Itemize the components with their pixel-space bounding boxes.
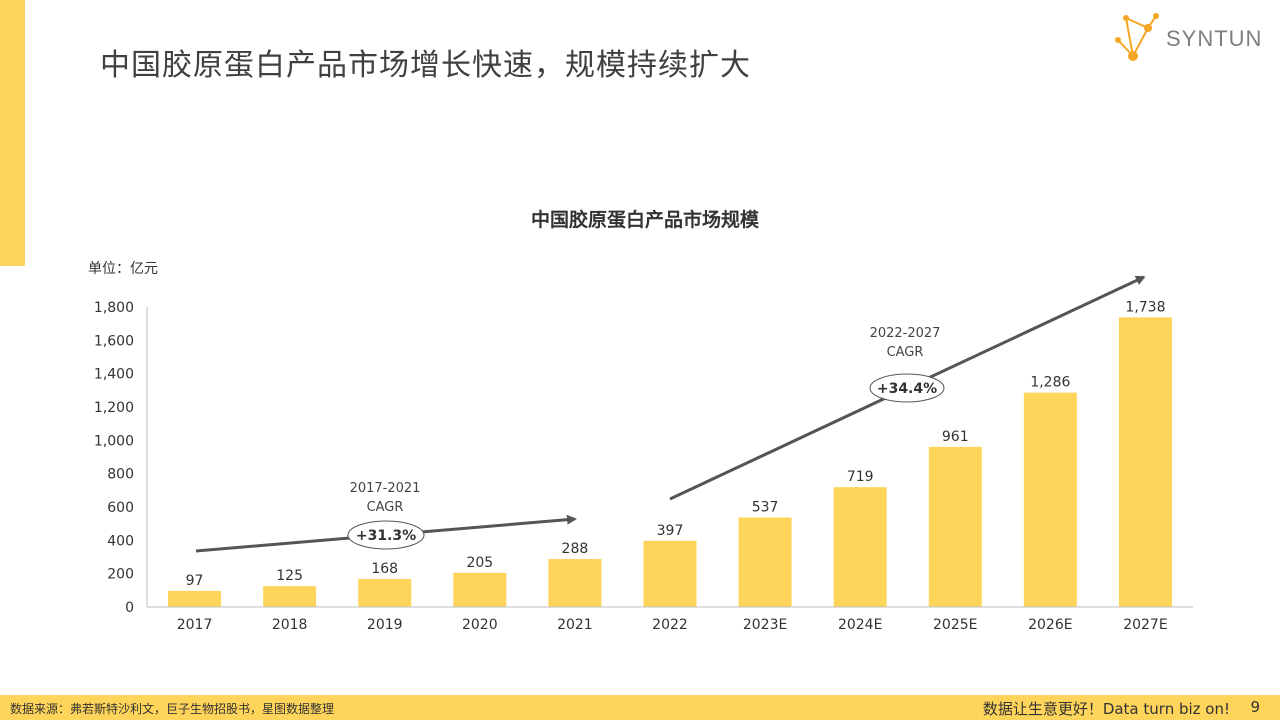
bar-2025E [928,446,982,607]
y-tick-label: 600 [107,500,134,516]
data-label: 288 [562,541,589,557]
bar-2023E [738,517,792,607]
bar-2020 [453,572,507,607]
y-tick-label: 1,000 [94,433,134,449]
bar-2017 [168,590,222,607]
bar-2024E [833,487,887,607]
x-tick-label: 2018 [272,617,308,633]
x-tick-label: 2019 [367,617,403,633]
x-tick-label: 2020 [462,617,498,633]
x-tick-label: 2021 [557,617,593,633]
bar-2019 [358,579,412,607]
footer-slogan: 数据让生意更好！Data turn biz on! [982,700,1230,718]
y-tick-label: 1,400 [94,367,134,383]
chart-title: 中国胶原蛋白产品市场规模 [531,208,760,231]
logo-text: SYNTUN [1166,26,1263,51]
cagr-value: +31.3% [356,528,416,544]
cagr-value: +34.4% [877,381,937,397]
x-axis: 2017 2018 2019 2020 2021 2022 2023E 2024E 2025E 2… [147,606,1193,633]
page-number: 9 [1250,698,1260,716]
data-label: 397 [657,523,684,539]
footer-source: 数据来源：弗若斯特沙利文，巨子生物招股书，星图数据整理 [10,702,335,716]
data-label: 168 [371,561,398,577]
x-tick-label: 2017 [177,617,213,633]
bar-2026E [1023,392,1077,607]
x-tick-label: 2025E [933,617,977,633]
data-label: 961 [942,429,969,445]
cagr-period-label: 2022-2027 [870,326,941,341]
data-label: 1,738 [1125,299,1165,315]
y-tick-label: 1,800 [94,300,134,316]
bar-2021 [548,559,602,607]
y-tick-label: 800 [107,467,134,483]
x-tick-label: 2022 [652,617,688,633]
cagr-value-ellipse [347,520,425,550]
data-label: 1,286 [1030,375,1070,391]
cagr-period-label: 2017-2021 [350,481,421,496]
y-tick-label: 200 [107,567,134,583]
x-tick-label: 2027E [1123,617,1167,633]
x-tick-label: 2024E [838,617,882,633]
cagr-label: CAGR [367,500,404,515]
y-tick-label: 0 [125,600,134,616]
bar-2022 [643,540,697,607]
syntun-logo-icon [1115,13,1159,61]
y-axis: 0 200 400 600 800 1,000 1,200 1,400 1,600 1,800 [94,300,148,616]
unit-label: 单位：亿元 [88,261,158,277]
y-tick-label: 1,600 [94,333,134,349]
footer-bar: 数据来源：弗若斯特沙利文，巨子生物招股书，星图数据整理 数据让生意更好！Data… [0,695,1280,720]
bars: 97 125 168 205 288 397 537 719 961 1,286 1,738 [168,299,1172,607]
cagr-label: CAGR [887,345,924,360]
x-tick-label: 2026E [1028,617,1072,633]
data-label: 719 [847,469,874,485]
y-tick-label: 1,200 [94,400,134,416]
cagr-value-ellipse [869,373,945,403]
x-tick-label: 2023E [743,617,787,633]
data-label: 537 [752,500,779,516]
data-label: 205 [466,555,493,571]
accent-bar [0,0,25,266]
data-label: 97 [186,573,204,589]
data-label: 125 [276,568,303,584]
bar-2027E [1118,317,1172,607]
bar-2018 [263,586,317,607]
market-size-chart: 中国胶原蛋白产品市场规模 单位：亿元 0 200 400 600 800 1,000 1,2… [88,208,1193,633]
cagr-annotations: 2017-2021 CAGR +31.3% 2022-2027 CAGR +34.4% [195,275,1146,553]
y-tick-label: 400 [107,533,134,549]
slide-title: 中国胶原蛋白产品市场增长快速，规模持续扩大 [100,48,751,83]
